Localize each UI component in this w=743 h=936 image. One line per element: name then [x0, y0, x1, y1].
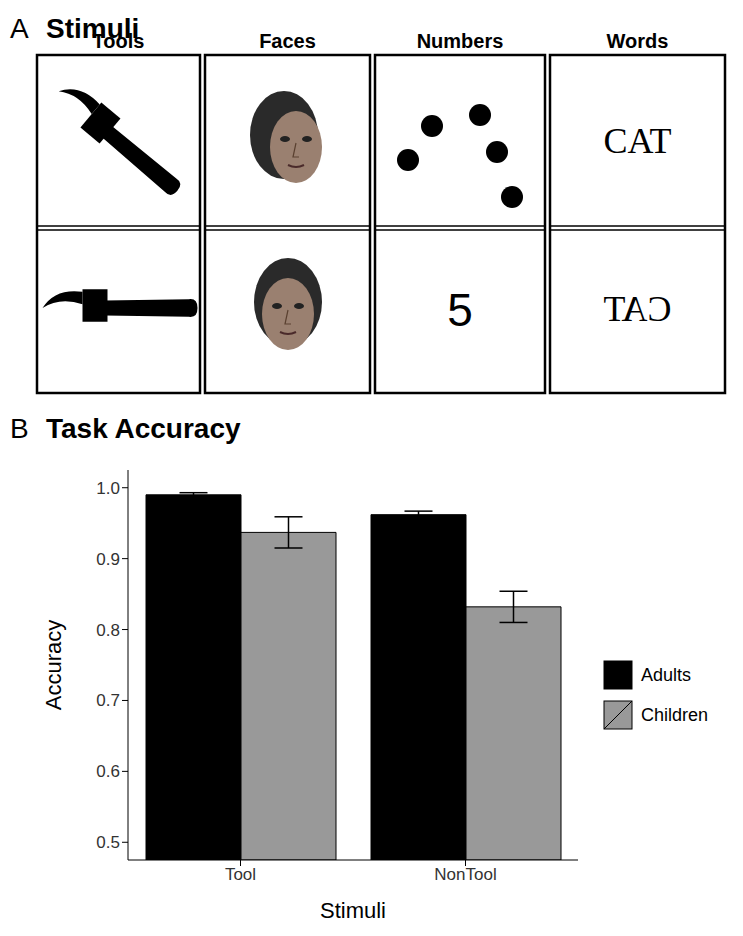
svg-text:Tool: Tool — [225, 865, 256, 884]
svg-text:5: 5 — [447, 284, 473, 336]
svg-text:NonTool: NonTool — [434, 865, 496, 884]
svg-text:Words: Words — [607, 30, 669, 52]
html-text:Children: Children — [641, 704, 708, 725]
svg-text:A: A — [10, 13, 29, 44]
svg-text:Faces: Faces — [259, 30, 316, 52]
svg-text:0.5: 0.5 — [96, 833, 120, 852]
svg-text:0.6: 0.6 — [96, 762, 120, 781]
svg-text:0.8: 0.8 — [96, 621, 120, 640]
svg-text:Tools: Tools — [93, 30, 145, 52]
svg-text:Stimuli: Stimuli — [320, 898, 386, 923]
svg-text:Stimuli: Stimuli — [46, 13, 140, 44]
svg-text:0.7: 0.7 — [96, 691, 120, 710]
html-text:B: B — [10, 413, 29, 444]
svg-text:CAT: CAT — [603, 121, 671, 161]
svg-text:1.0: 1.0 — [96, 479, 120, 498]
html-text:Adults: Adults — [641, 664, 691, 685]
svg-text:0.9: 0.9 — [96, 550, 120, 569]
html-text:Task Accuracy: Task Accuracy — [46, 413, 241, 444]
svg-text:Numbers: Numbers — [417, 30, 504, 52]
svg-text:CAT: CAT — [603, 289, 671, 329]
svg-text:Accuracy: Accuracy — [41, 620, 66, 710]
